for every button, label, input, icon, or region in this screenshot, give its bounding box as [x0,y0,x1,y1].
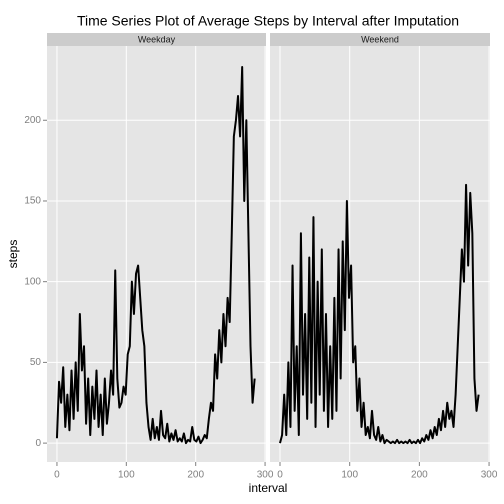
chart-title: Time Series Plot of Average Steps by Int… [77,13,459,29]
strip-label: Weekday [138,34,176,44]
x-tick-label: 0 [277,470,283,481]
y-tick-label: 0 [35,438,41,449]
y-tick-label: 200 [24,115,41,126]
y-tick-label: 150 [24,196,41,207]
x-tick-label: 100 [118,470,135,481]
x-tick-label: 300 [481,470,498,481]
y-axis-label: steps [6,240,20,269]
panel-background [47,46,266,462]
x-tick-label: 200 [411,470,428,481]
x-tick-label: 100 [341,470,358,481]
x-tick-label: 300 [257,470,274,481]
y-tick-label: 100 [24,276,41,287]
y-tick-label: 50 [30,357,42,368]
strip-background [270,33,490,46]
x-tick-label: 0 [54,470,60,481]
strip-label: Weekend [361,34,399,44]
x-tick-label: 200 [187,470,204,481]
panel-background [270,46,490,462]
line [279,183,480,445]
strip-background [47,33,266,46]
line [55,65,256,445]
x-axis-label: interval [249,481,288,495]
